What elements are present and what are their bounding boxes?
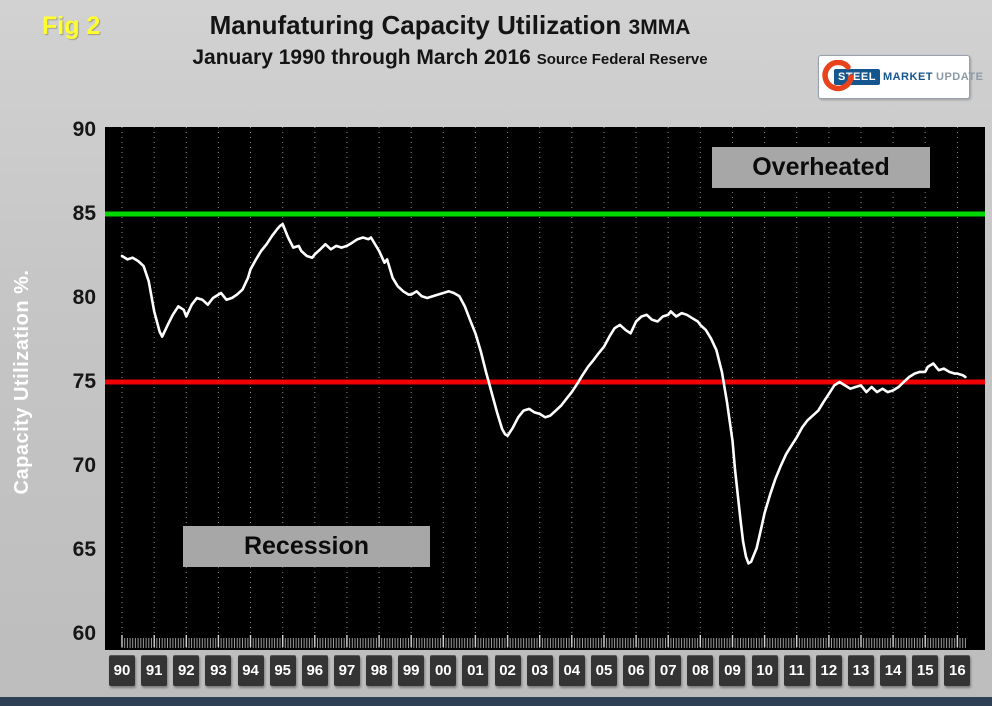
x-tick-label: 97 bbox=[333, 655, 360, 686]
chart-title-block: Manufaturing Capacity Utilization 3MMA J… bbox=[0, 10, 900, 73]
x-tick-label: 14 bbox=[880, 655, 907, 686]
logo-word-market: MARKET bbox=[882, 71, 934, 83]
x-tick-label: 06 bbox=[623, 655, 650, 686]
x-tick-label: 90 bbox=[109, 655, 136, 686]
plot-area bbox=[105, 127, 985, 650]
y-tick-label: 90 bbox=[72, 118, 96, 141]
x-tick-label: 16 bbox=[944, 655, 971, 686]
steel-market-update-logo: STEEL MARKET UPDATE bbox=[818, 55, 983, 99]
x-tick-label: 08 bbox=[687, 655, 714, 686]
overheated-label: Overheated bbox=[712, 147, 930, 188]
logo-swoosh-icon bbox=[822, 60, 854, 92]
x-tick-label: 91 bbox=[141, 655, 168, 686]
x-tick-label: 92 bbox=[173, 655, 200, 686]
y-tick-label: 80 bbox=[72, 286, 96, 309]
logo-word-update: UPDATE bbox=[936, 71, 984, 83]
x-tick-label: 01 bbox=[462, 655, 489, 686]
chart-title: Manufaturing Capacity Utilization 3MMA bbox=[0, 10, 900, 43]
chart-svg bbox=[105, 127, 985, 648]
x-tick-label: 94 bbox=[237, 655, 264, 686]
y-tick-label: 60 bbox=[72, 622, 96, 645]
chart-title-suffix: 3MMA bbox=[628, 16, 691, 39]
y-tick-label: 85 bbox=[72, 202, 96, 225]
x-tick-label: 96 bbox=[301, 655, 328, 686]
x-tick-label: 03 bbox=[526, 655, 553, 686]
x-tick-label: 02 bbox=[494, 655, 521, 686]
x-tick-label: 05 bbox=[590, 655, 617, 686]
recession-label: Recession bbox=[183, 526, 430, 567]
x-tick-label: 99 bbox=[398, 655, 425, 686]
bottom-accent-bar bbox=[0, 697, 992, 706]
chart-subtitle-main: January 1990 through March 2016 bbox=[192, 46, 531, 69]
figure-label: Fig 2 bbox=[42, 12, 101, 40]
x-tick-label: 07 bbox=[655, 655, 682, 686]
x-tick-label: 13 bbox=[847, 655, 874, 686]
x-tick-label: 09 bbox=[719, 655, 746, 686]
chart-title-main: Manufaturing Capacity Utilization bbox=[209, 10, 622, 40]
x-tick-label: 15 bbox=[912, 655, 939, 686]
x-tick-label: 12 bbox=[815, 655, 842, 686]
y-tick-label: 75 bbox=[72, 370, 96, 393]
x-tick-label: 10 bbox=[751, 655, 778, 686]
x-tick-label: 95 bbox=[269, 655, 296, 686]
chart-subtitle-source: Source Federal Reserve bbox=[536, 51, 708, 68]
y-tick-label: 65 bbox=[72, 538, 96, 561]
x-tick-label: 98 bbox=[366, 655, 393, 686]
x-tick-label: 00 bbox=[430, 655, 457, 686]
x-tick-label: 11 bbox=[783, 655, 810, 686]
chart-subtitle: January 1990 through March 2016 Source F… bbox=[0, 45, 900, 73]
y-tick-label: 70 bbox=[72, 454, 96, 477]
logo-text: STEEL MARKET UPDATE bbox=[834, 69, 983, 85]
x-tick-label: 04 bbox=[558, 655, 585, 686]
x-tick-label: 93 bbox=[205, 655, 232, 686]
